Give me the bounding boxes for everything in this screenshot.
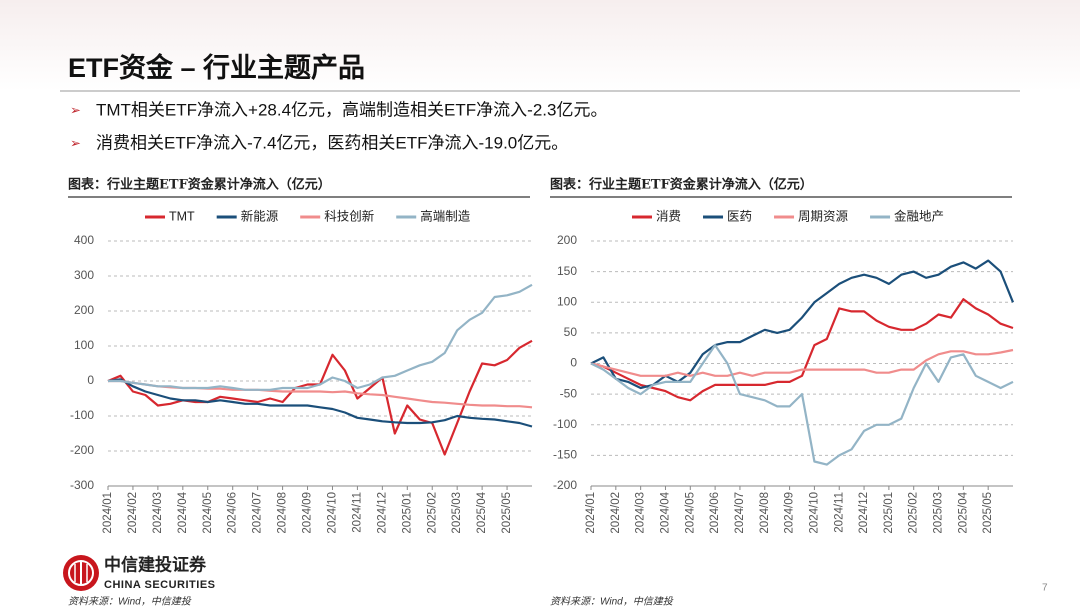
x-tick-label: 2024/04 bbox=[660, 491, 672, 533]
bullet-marker: ➢ bbox=[70, 102, 81, 117]
source: 资料来源：Wind，中信建投 bbox=[68, 596, 192, 608]
x-tick-label: 2024/05 bbox=[202, 492, 214, 534]
x-tick-label: 2025/05 bbox=[982, 492, 994, 534]
legend-label: 消费 bbox=[656, 209, 681, 223]
x-tick-label: 2025/02 bbox=[426, 492, 438, 534]
x-tick-label: 2024/05 bbox=[684, 492, 696, 534]
y-tick-label: -200 bbox=[70, 443, 94, 457]
slide-title: ETF资金 – 行业主题产品 bbox=[68, 52, 365, 83]
y-tick-label: -100 bbox=[553, 417, 577, 431]
x-tick-label: 2025/03 bbox=[451, 492, 463, 534]
y-tick-label: -150 bbox=[553, 448, 577, 462]
x-tick-label: 2024/12 bbox=[858, 492, 870, 534]
y-tick-label: -100 bbox=[70, 408, 94, 422]
x-tick-label: 2024/06 bbox=[227, 492, 239, 534]
page-number: 7 bbox=[1042, 583, 1048, 594]
x-tick-label: 2025/01 bbox=[401, 492, 413, 534]
x-tick-label: 2024/10 bbox=[327, 492, 339, 534]
bullet: 消费相关ETF净流入-7.4亿元，医药相关ETF净流入-19.0亿元。 bbox=[96, 133, 568, 152]
x-tick-label: 2024/02 bbox=[127, 492, 139, 534]
y-tick-label: -200 bbox=[553, 478, 577, 492]
x-tick-label: 2024/07 bbox=[734, 492, 746, 534]
y-tick-label: 200 bbox=[557, 233, 577, 247]
y-tick-label: 200 bbox=[74, 303, 94, 317]
x-tick-label: 2025/04 bbox=[476, 491, 488, 533]
y-tick-label: 100 bbox=[557, 294, 577, 308]
legend-label: 高端制造 bbox=[420, 208, 471, 223]
legend-label: 科技创新 bbox=[324, 208, 374, 223]
x-tick-label: 2024/08 bbox=[759, 492, 771, 534]
y-tick-label: 0 bbox=[87, 373, 94, 387]
series-line bbox=[108, 283, 533, 391]
x-tick-label: 2024/09 bbox=[784, 492, 796, 534]
bullet-marker: ➢ bbox=[70, 135, 81, 150]
x-tick-label: 2025/03 bbox=[933, 492, 945, 534]
x-tick-label: 2025/02 bbox=[908, 492, 920, 534]
legend-label: TMT bbox=[169, 209, 195, 223]
legend-label: 周期资源 bbox=[798, 209, 849, 223]
bullet: TMT相关ETF净流入+28.4亿元，高端制造相关ETF净流入-2.3亿元。 bbox=[96, 100, 607, 119]
x-tick-label: 2024/03 bbox=[152, 492, 164, 534]
y-tick-label: 50 bbox=[564, 325, 578, 339]
y-tick-label: 100 bbox=[74, 338, 94, 352]
source: 资料来源：Wind，中信建投 bbox=[550, 596, 674, 608]
y-tick-label: 0 bbox=[570, 356, 577, 370]
logo bbox=[63, 555, 99, 591]
x-tick-label: 2025/04 bbox=[957, 491, 969, 533]
series-line bbox=[590, 298, 1014, 402]
x-tick-label: 2025/01 bbox=[883, 492, 895, 534]
x-tick-label: 2024/09 bbox=[302, 492, 314, 534]
x-tick-label: 2024/10 bbox=[808, 492, 820, 534]
x-tick-label: 2024/06 bbox=[709, 492, 721, 534]
x-tick-label: 2024/08 bbox=[277, 492, 289, 534]
x-tick-label: 2024/04 bbox=[177, 491, 189, 533]
chart-title: 图表：行业主题ETF资金累计净流入（亿元） bbox=[550, 177, 813, 193]
x-tick-label: 2024/07 bbox=[252, 492, 264, 534]
series-line bbox=[590, 259, 1015, 390]
series-line bbox=[590, 348, 1014, 377]
x-tick-label: 2024/11 bbox=[833, 492, 845, 533]
x-tick-label: 2024/01 bbox=[102, 492, 114, 534]
y-tick-label: -300 bbox=[70, 478, 94, 492]
x-tick-label: 2024/11 bbox=[351, 492, 363, 533]
x-tick-label: 2025/05 bbox=[501, 492, 513, 534]
y-tick-label: -50 bbox=[560, 386, 578, 400]
x-tick-label: 2024/12 bbox=[376, 492, 388, 534]
x-tick-label: 2024/03 bbox=[635, 492, 647, 534]
series-line bbox=[590, 344, 1014, 466]
series-line bbox=[107, 378, 533, 428]
company-en: CHINA SECURITIES bbox=[104, 579, 216, 591]
x-tick-label: 2024/01 bbox=[585, 492, 597, 534]
legend-label: 医药 bbox=[727, 209, 752, 223]
chart-title: 图表：行业主题ETF资金累计净流入（亿元） bbox=[68, 177, 331, 193]
company-cn: 中信建投证券 bbox=[104, 554, 207, 574]
y-tick-label: 300 bbox=[74, 268, 94, 282]
y-tick-label: 150 bbox=[557, 264, 577, 278]
x-tick-label: 2024/02 bbox=[610, 492, 622, 534]
legend-label: 新能源 bbox=[241, 208, 279, 223]
legend-label: 金融地产 bbox=[894, 208, 944, 223]
y-tick-label: 400 bbox=[74, 233, 94, 247]
